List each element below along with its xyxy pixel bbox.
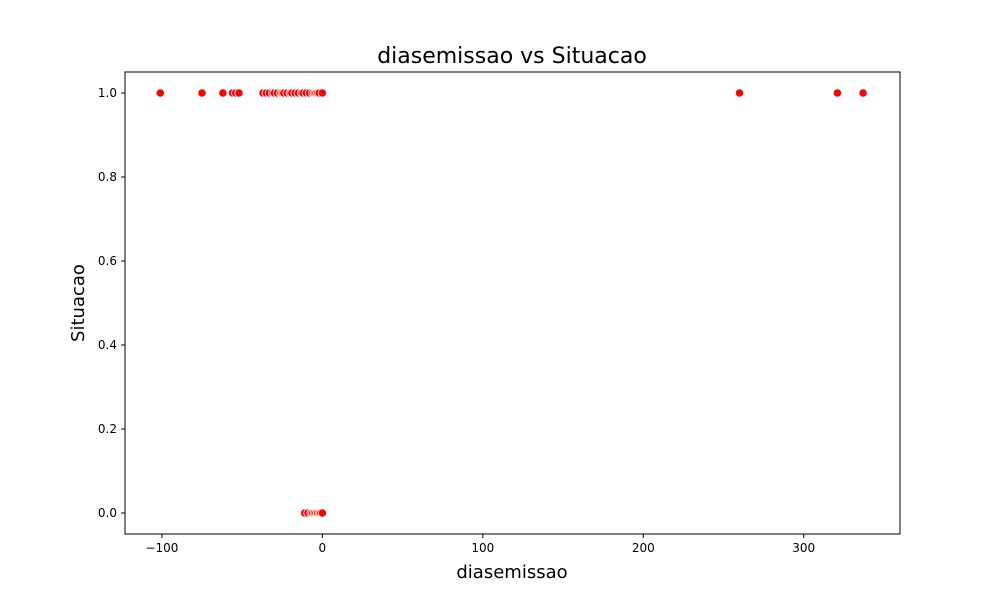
x-tick-label: 200 <box>632 541 655 555</box>
y-tick-label: 1.0 <box>98 86 117 100</box>
y-tick-label: 0.6 <box>98 254 117 268</box>
x-tick-label: 100 <box>471 541 494 555</box>
y-tick-label: 0.8 <box>98 170 117 184</box>
x-tick-label: 300 <box>792 541 815 555</box>
data-point <box>832 88 843 98</box>
y-axis: 0.0 0.2 0.4 0.6 0.8 1.0 <box>98 86 125 520</box>
x-tick-label: −100 <box>145 541 178 555</box>
x-tick-label: 0 <box>319 541 327 555</box>
data-point <box>858 88 868 98</box>
y-axis-label: Situacao <box>68 264 89 342</box>
x-axis: −100 0 100 200 300 <box>145 534 815 555</box>
data-point <box>197 88 207 98</box>
data-point <box>734 88 745 98</box>
chart-title: diasemissao vs Situacao <box>377 44 647 69</box>
y-tick-label: 0.4 <box>98 338 117 352</box>
data-point <box>317 508 327 518</box>
y-tick-label: 0.2 <box>98 422 117 436</box>
data-point <box>234 88 244 98</box>
data-point <box>218 88 228 98</box>
plot-frame <box>124 71 901 535</box>
data-point <box>317 88 327 98</box>
x-axis-label: diasemissao <box>456 562 567 583</box>
plot-area <box>155 88 868 518</box>
y-tick-label: 0.0 <box>98 506 117 520</box>
data-point <box>155 88 165 98</box>
